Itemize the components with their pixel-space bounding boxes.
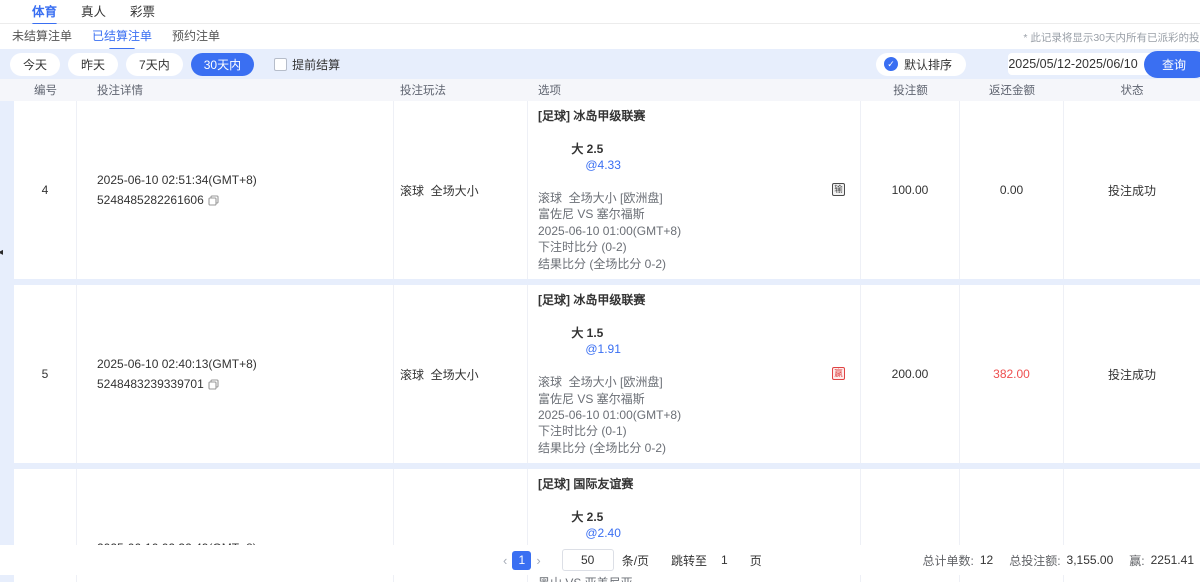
col-header-option: 选项: [538, 85, 561, 97]
row-number: 4: [14, 101, 77, 280]
checkbox-icon[interactable]: [274, 57, 288, 71]
match-time: 2025-06-10 01:00(GMT+8): [538, 407, 682, 422]
bet-time: 2025-06-10 02:51:34(GMT+8): [97, 173, 257, 188]
bet-amount: 200.00: [861, 285, 960, 464]
result-score-line: 结果比分 (全场比分 0-2): [538, 440, 860, 456]
col-header-detail: 投注详情: [97, 85, 143, 97]
play-type: 滚球 全场大小: [394, 285, 528, 464]
odds-value: @2.40: [585, 526, 621, 541]
default-sort-button[interactable]: ✓ 默认排序: [876, 52, 967, 76]
play-type: 滚球 全场大小: [394, 101, 528, 280]
bet-detail-cell: 2025-06-10 02:40:13(GMT+8) 5248483239339…: [77, 285, 394, 464]
early-settle-checkbox-wrap[interactable]: 提前结算: [274, 56, 340, 73]
match-teams: 黑山 VS 亚美尼亚: [538, 575, 860, 582]
col-header-amount: 投注额: [893, 85, 928, 97]
col-header-return: 返还金额: [989, 85, 1035, 97]
total-count-value: 12: [979, 553, 994, 567]
match-time: 2025-06-10 01:00(GMT+8): [538, 223, 682, 238]
page-suffix-label: 页: [749, 553, 762, 568]
bet-status: 投注成功: [1107, 183, 1156, 198]
option-cell: [足球] 冰岛甲级联赛 大 1.5 @1.91 滚球 全场大小 [欧洲盘] 富佐…: [528, 285, 861, 464]
pick-label: 大 2.5: [571, 141, 604, 156]
match-teams: 富佐尼 VS 塞尔福斯: [538, 207, 645, 222]
tab-live-casino[interactable]: 真人: [81, 4, 107, 19]
match-teams: 富佐尼 VS 塞尔福斯: [538, 391, 645, 406]
per-page-input[interactable]: [561, 549, 614, 571]
top-tab-bar: 体育 真人 彩票: [0, 0, 1200, 26]
filter-7days[interactable]: 7天内: [126, 52, 183, 76]
filter-yesterday[interactable]: 昨天: [68, 52, 119, 76]
sidebar-collapse-icon[interactable]: ◂: [0, 247, 4, 258]
check-circle-icon: ✓: [884, 57, 898, 71]
totals-summary: 总计单数: 12 总投注额: 3,155.00 赢: 2251.41: [907, 552, 1195, 569]
bet-amount: 100.00: [861, 101, 960, 280]
per-page-label: 条/页: [621, 553, 650, 568]
odds-value: @1.91: [585, 342, 621, 357]
return-amount: 0.00: [960, 101, 1064, 280]
total-bet-value: 3,155.00: [1066, 553, 1114, 567]
league-name: [足球] 冰岛甲级联赛: [538, 109, 646, 123]
col-header-no: 编号: [34, 85, 57, 97]
bet-time: 2025-06-10 02:40:13(GMT+8): [97, 357, 257, 372]
result-score-line: 结果比分 (全场比分 0-2): [538, 256, 860, 272]
tab-lottery[interactable]: 彩票: [130, 4, 156, 19]
order-id: 5248485282261606: [97, 193, 204, 208]
page-1-button[interactable]: 1: [512, 550, 532, 570]
market-label: 滚球 全场大小 [欧洲盘]: [538, 191, 663, 206]
league-name: [足球] 冰岛甲级联赛: [538, 293, 646, 308]
jump-to-label: 跳转至: [671, 553, 708, 568]
filter-today[interactable]: 今天: [10, 52, 61, 76]
table-header: 编号 投注详情 投注玩法 选项 投注额 返还金额 状态: [0, 79, 1200, 101]
search-button[interactable]: 查询: [1143, 50, 1200, 78]
result-score: 结果比分 (全场比分 0-2): [538, 256, 667, 271]
copy-icon[interactable]: [208, 379, 219, 390]
result-score: 结果比分 (全场比分 0-2): [538, 440, 667, 455]
table-body: 4 2025-06-10 02:51:34(GMT+8) 52484852822…: [0, 101, 1200, 582]
return-amount: 382.00: [960, 285, 1064, 464]
filter-bar: 今天 昨天 7天内 30天内 提前结算 ✓ 默认排序 2025/05/12-20…: [0, 49, 1200, 79]
total-win-label: 赢:: [1129, 553, 1145, 568]
market-label: 滚球 全场大小 [欧洲盘]: [538, 375, 663, 390]
col-header-status: 状态: [1120, 85, 1144, 97]
tab-settled-bets[interactable]: 已结算注单: [90, 23, 154, 51]
record-note: * 此记录将显示30天内所有已派彩的投注: [1023, 32, 1200, 44]
total-bet-label: 总投注额:: [1009, 553, 1061, 568]
total-win-value: 2251.41: [1150, 553, 1194, 567]
sort-label: 默认排序: [904, 57, 953, 72]
option-cell: [足球] 冰岛甲级联赛 大 2.5 @4.33 滚球 全场大小 [欧洲盘] 富佐…: [528, 101, 861, 280]
total-count-label: 总计单数:: [922, 553, 974, 568]
prev-page-icon[interactable]: ‹: [503, 552, 508, 568]
pagination: ‹ 1 › 条/页 跳转至 1 页: [498, 549, 762, 571]
filter-30days[interactable]: 30天内: [190, 52, 255, 76]
tab-unsettled-bets[interactable]: 未结算注单: [12, 28, 73, 43]
early-settle-label: 提前结算: [292, 57, 341, 72]
table-row: 4 2025-06-10 02:51:34(GMT+8) 52484852822…: [14, 101, 1200, 280]
row-number: 5: [14, 285, 77, 464]
bet-status: 投注成功: [1107, 367, 1156, 382]
sub-tab-bar: 未结算注单 已结算注单 预约注单 * 此记录将显示30天内所有已派彩的投注: [0, 24, 1200, 49]
pick-label: 大 1.5: [571, 325, 604, 340]
result-badge: 输: [832, 183, 845, 197]
table-row: 5 2025-06-10 02:40:13(GMT+8) 52484832393…: [14, 285, 1200, 464]
order-id: 5248483239339701: [97, 377, 204, 392]
score-at-bet: 下注时比分 (0-2): [538, 240, 627, 255]
next-page-icon[interactable]: ›: [536, 552, 541, 568]
copy-icon[interactable]: [208, 194, 219, 206]
tab-reserved-bets[interactable]: 预约注单: [172, 28, 221, 43]
col-header-play: 投注玩法: [400, 85, 446, 97]
odds-value: @4.33: [585, 158, 621, 173]
score-at-bet: 下注时比分 (0-1): [538, 424, 627, 439]
league-name: [足球] 国际友谊赛: [538, 477, 634, 492]
jump-page-value[interactable]: 1: [721, 553, 728, 567]
bet-detail-cell: 2025-06-10 02:51:34(GMT+8) 5248485282261…: [77, 101, 394, 280]
date-range-picker[interactable]: 2025/05/12-2025/06/10: [1008, 53, 1158, 75]
table-footer: ‹ 1 › 条/页 跳转至 1 页 总计单数: 12 总投注额: 3,155.0…: [0, 545, 1200, 575]
date-range-value: 2025/05/12-2025/06/10: [1008, 57, 1138, 71]
pick-label: 大 2.5: [571, 509, 604, 524]
result-badge: 赢: [832, 367, 845, 381]
